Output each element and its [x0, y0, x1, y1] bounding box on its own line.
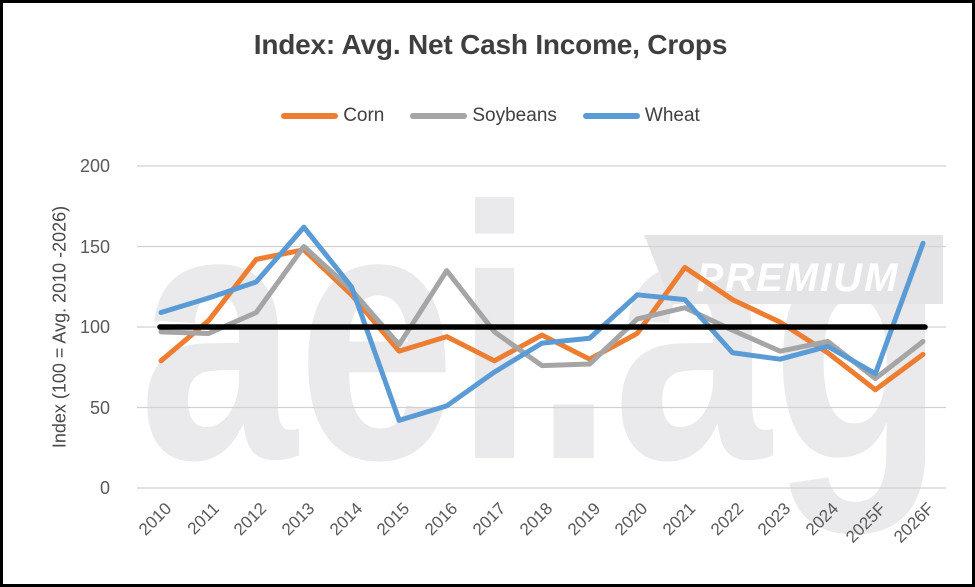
legend-label-wheat: Wheat [644, 105, 700, 126]
legend-label-soybeans: Soybeans [472, 105, 557, 126]
legend-item-corn: Corn [281, 105, 384, 127]
series-line-corn [158, 247, 926, 393]
series-lines [157, 224, 928, 423]
premium-ribbon [644, 235, 943, 304]
legend-label-corn: Corn [343, 105, 385, 126]
legend: Corn Soybeans Wheat [3, 105, 972, 127]
legend-swatch-wheat [582, 113, 640, 119]
legend-swatch-corn [281, 113, 339, 119]
premium-badge: PREMIUM [697, 256, 900, 300]
series-line-wheat [158, 224, 926, 423]
plot-area: aei.ag PREMIUM [137, 133, 946, 537]
y-tick-label-0: 0 [99, 478, 110, 498]
y-tick-label-150: 150 [79, 236, 110, 257]
series-line-soybeans [158, 244, 926, 382]
y-tick-label-100: 100 [79, 317, 110, 337]
y-tick-label-50: 50 [89, 397, 110, 418]
legend-swatch-soybeans [410, 113, 468, 119]
y-tick-label-200: 200 [79, 156, 110, 176]
y-axis-title: Index (100 = Avg. 2010 -2026) [49, 205, 70, 449]
legend-item-wheat: Wheat [582, 105, 700, 127]
legend-item-soybeans: Soybeans [410, 105, 557, 127]
chart-title: Index: Avg. Net Cash Income, Crops [253, 29, 728, 60]
